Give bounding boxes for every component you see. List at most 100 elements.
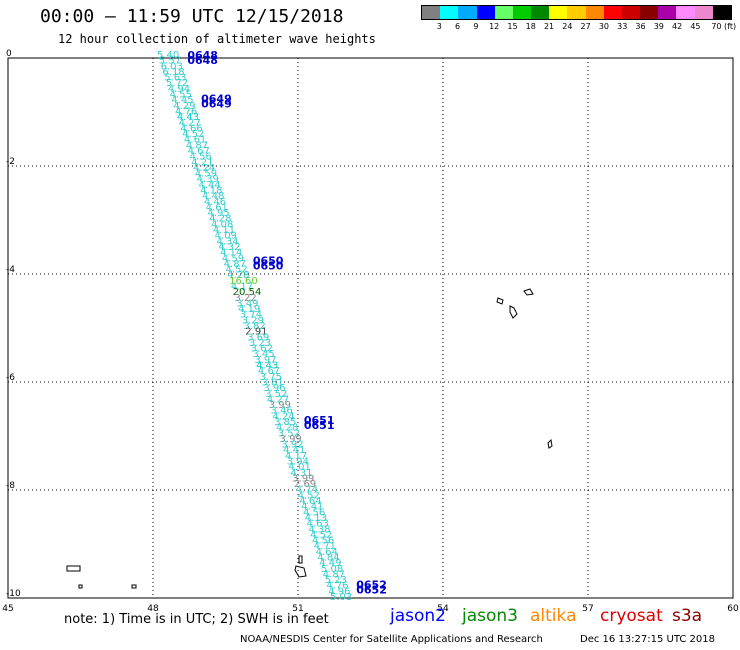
swh-value: 4.43 — [177, 112, 199, 123]
swh-value: 3.85 — [274, 417, 296, 428]
swh-value: 4.45 — [171, 95, 193, 106]
swh-value: 4.95 — [207, 208, 229, 219]
swh-value: 4.28 — [276, 423, 298, 434]
satellite-name: jason3 — [462, 606, 518, 626]
map-frame — [7, 57, 734, 599]
legend-label: 6 — [455, 22, 461, 31]
land-outlines — [66, 288, 553, 589]
legend-swatch — [440, 6, 459, 19]
swh-value: 4.56 — [189, 152, 211, 163]
generated-timestamp: Dec 16 13:27:15 UTC 2018 — [580, 634, 715, 645]
satellite-name: jason2 — [390, 606, 446, 626]
pass-time-label: 0649 — [201, 92, 232, 105]
swh-value: 20.54 — [233, 287, 262, 298]
legend-labels: 3 6 9 12 15 18 21 24 27 30 33 36 39 42 45 70 (ft) — [421, 20, 736, 34]
island-outline — [547, 438, 553, 449]
swh-value: 3.75 — [260, 372, 282, 383]
legend-swatch — [422, 6, 441, 19]
swh-value: 3.81 — [262, 377, 284, 388]
legend-swatch — [603, 6, 622, 19]
map-subtitle: 12 hour collection of altimeter wave hei… — [58, 32, 376, 46]
swh-value: 3.97 — [254, 355, 276, 366]
swh-value: 3.99 — [292, 473, 314, 484]
swh-value: 4.64 — [299, 496, 321, 507]
swh-value: 3.69 — [247, 332, 269, 343]
lon-tick-label: 57 — [582, 604, 593, 614]
legend-swatch — [694, 6, 713, 19]
island-outline — [78, 584, 83, 589]
legend-label: 30 — [598, 22, 610, 31]
swh-value: 4.43 — [256, 361, 278, 372]
island-outline — [66, 565, 81, 572]
pass-time-label: 0648 — [187, 49, 218, 62]
swh-value: 4.56 — [312, 536, 334, 547]
legend-label: 21 — [543, 22, 555, 31]
swh-value: 5.40 — [157, 50, 179, 61]
swh-value: 3.23 — [249, 338, 271, 349]
island-outline — [131, 584, 137, 589]
legend-label: 36 — [635, 22, 646, 31]
swh-value: 3.94 — [287, 457, 309, 468]
swh-value: 5.08 — [321, 564, 343, 575]
swh-value: 3.46 — [271, 406, 293, 417]
legend-swatch — [458, 6, 477, 19]
lon-tick-label: 51 — [292, 604, 303, 614]
legend-label: 9 — [473, 22, 479, 31]
swh-value: 4.59 — [195, 169, 217, 180]
axis-ticks: 45 48 51 54 57 60 0 -2 -4 -6 -8 -10 — [2, 49, 739, 614]
swh-value: 4.21 — [191, 157, 213, 168]
swh-value: 4.34 — [216, 236, 238, 247]
swh-value: 4.14 — [220, 248, 242, 259]
legend-swatches — [421, 5, 732, 20]
pass-time-label: 0650 — [253, 254, 284, 267]
lat-tick-label: -6 — [6, 373, 15, 383]
swh-value: 4.09 — [215, 231, 237, 242]
swh-value: 4.17 — [285, 451, 307, 462]
pass-time-label: 0651 — [304, 419, 335, 432]
swh-value: 4.67 — [258, 366, 280, 377]
legend-swatch — [494, 6, 513, 19]
legend-label: 45 — [690, 22, 701, 31]
legend-swatch — [621, 6, 641, 19]
swh-value: 4.74 — [296, 485, 318, 496]
legend-label: 27 — [580, 22, 591, 31]
satellite-name: cryosat — [600, 606, 663, 626]
satellite-name: s3a — [672, 606, 703, 626]
swh-value: 5.72 — [166, 78, 188, 89]
swh-value: 4.13 — [305, 513, 327, 524]
swh-value: 4.31 — [290, 468, 312, 479]
swh-value: 4.46 — [204, 197, 226, 208]
swh-value: 4.44 — [198, 180, 220, 191]
swh-value: 4.01 — [289, 462, 311, 473]
swh-value: 5.23 — [325, 575, 347, 586]
legend-label: 33 — [617, 22, 628, 31]
legend-label: 15 — [507, 22, 518, 31]
swh-value: 3.49 — [236, 298, 258, 309]
swh-value: 4.19 — [238, 304, 260, 315]
legend-label: 70 (ft) — [711, 22, 737, 31]
lon-tick-label: 48 — [147, 604, 159, 614]
island-outline — [523, 288, 534, 296]
lat-tick-label: -4 — [6, 265, 15, 275]
swh-value: 4.76 — [175, 106, 197, 117]
swh-value: 4.39 — [197, 174, 219, 185]
swh-value: 4.71 — [314, 541, 336, 552]
lat-tick-label: 0 — [6, 49, 12, 59]
satellite-track: 5.405.576.036.185.635.724.944.554.454.29… — [157, 50, 352, 603]
lat-tick-label: -10 — [6, 589, 21, 599]
swh-value: 3.29 — [242, 315, 264, 326]
swh-value: 3.45 — [253, 349, 275, 360]
swh-value: 4.49 — [319, 558, 341, 569]
swh-value: 4.32 — [218, 242, 240, 253]
swh-value: 4.61 — [184, 135, 206, 146]
legend-swatch — [712, 6, 731, 19]
swh-value: 4.24 — [193, 163, 215, 174]
swh-value: 3.74 — [240, 310, 262, 321]
swh-value: 4.41 — [283, 445, 305, 456]
pass-time-label: 0648 — [187, 54, 218, 67]
pass-time-label: 0649 — [201, 97, 232, 110]
legend-swatch — [640, 6, 659, 19]
swh-value: 4.56 — [303, 507, 325, 518]
